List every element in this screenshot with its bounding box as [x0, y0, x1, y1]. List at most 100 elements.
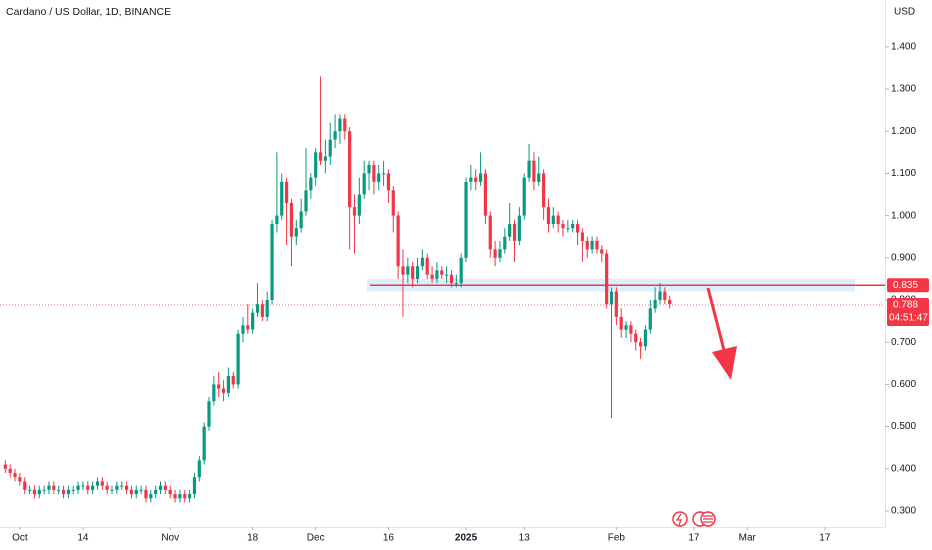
candle-body	[522, 177, 526, 216]
x-tick-label: Oct	[12, 533, 28, 544]
last-price-axis-label: 0.788 04:51:47	[887, 298, 929, 327]
x-tick-label: Dec	[307, 533, 325, 544]
candle-body	[488, 215, 492, 250]
candle-body	[197, 460, 201, 478]
candle-body	[449, 274, 454, 284]
candle-body	[299, 211, 303, 229]
candle-body	[91, 485, 95, 490]
candle-body	[474, 177, 478, 182]
candle-body	[8, 468, 12, 473]
candle-body	[663, 291, 667, 300]
candle-body	[318, 152, 323, 161]
candle-body	[357, 194, 361, 216]
candle-body	[76, 485, 80, 490]
candle-body	[352, 207, 357, 216]
forecast-arrow	[706, 287, 737, 380]
candle-body	[284, 181, 289, 203]
x-tick-label: 16	[383, 533, 395, 544]
candle-body	[381, 173, 386, 175]
x-tick-label: 2025	[455, 533, 478, 544]
x-tick-label: Feb	[608, 533, 626, 544]
candle-body	[231, 375, 235, 385]
candle-body	[314, 152, 318, 178]
y-tick-label: 0.700	[891, 337, 916, 348]
candle-body	[585, 240, 589, 250]
candle-body	[590, 240, 594, 250]
candle-body	[537, 173, 541, 182]
candle-body	[280, 181, 284, 216]
candle-body	[493, 249, 497, 258]
candle-body	[241, 325, 245, 334]
candle-body	[226, 375, 231, 393]
candle-body	[512, 224, 517, 241]
candle-body	[377, 173, 381, 182]
candle-body	[154, 489, 158, 495]
candle-body	[115, 485, 119, 490]
candle-body	[3, 464, 7, 469]
candle-body	[328, 139, 332, 157]
candle-body	[343, 118, 347, 132]
candle-body	[624, 325, 628, 330]
candle-body	[163, 485, 167, 490]
candle-body	[415, 266, 420, 279]
candle-body	[546, 207, 551, 225]
candle-body	[348, 131, 352, 208]
candle-body	[192, 477, 197, 495]
y-tick-label: 1.400	[891, 41, 916, 52]
candle-body	[532, 160, 536, 182]
y-tick-label: 0.300	[891, 506, 916, 517]
level-axis-label: 0.835	[887, 278, 929, 293]
candle-body	[653, 299, 657, 309]
candle-body	[609, 291, 614, 305]
y-tick-label: 1.100	[891, 168, 916, 179]
candle-body	[411, 266, 415, 279]
candle-body	[643, 329, 648, 347]
candle-body	[168, 489, 172, 495]
candle-body	[425, 257, 429, 275]
candle-body	[66, 489, 70, 495]
candle-body	[527, 160, 531, 178]
candle-body	[323, 156, 327, 161]
candle-body	[95, 481, 100, 486]
candle-body	[32, 489, 37, 495]
candle-body	[396, 215, 400, 267]
candle-body	[498, 249, 502, 258]
candle-body	[386, 173, 391, 191]
candle-body	[571, 224, 575, 229]
last-price-label: 0.788	[893, 300, 918, 311]
candle-body	[391, 190, 395, 216]
candle-body	[542, 173, 546, 208]
candle-body	[139, 489, 143, 491]
candle-body	[420, 257, 424, 267]
candle-body	[255, 304, 260, 313]
candle-body	[202, 426, 206, 461]
candle-body	[503, 236, 507, 250]
candle-body	[668, 299, 672, 305]
candle-body	[110, 489, 114, 491]
x-tick-label: 14	[77, 533, 89, 544]
candle-body	[561, 224, 565, 229]
candle-body	[401, 266, 405, 275]
candle-body	[605, 253, 609, 305]
x-tick-label: 13	[519, 533, 531, 544]
candle-body	[270, 224, 274, 300]
candle-body	[217, 384, 221, 389]
candle-body	[61, 489, 66, 495]
candle-body	[469, 177, 473, 182]
candle-body	[42, 489, 46, 491]
candle-body	[173, 494, 177, 499]
candle-body	[289, 202, 294, 237]
y-tick-label: 0.600	[891, 379, 916, 390]
event-icons[interactable]	[672, 511, 716, 527]
candle-body	[367, 164, 371, 174]
chart-title: Cardano / US Dollar, 1D, BINANCE	[6, 6, 171, 18]
candle-body	[207, 401, 211, 427]
candle-body	[309, 177, 313, 191]
candle-body	[629, 325, 633, 334]
candle-body	[638, 342, 643, 347]
candle-body	[478, 173, 483, 182]
candle-body	[600, 249, 604, 254]
candle-body	[23, 481, 27, 490]
last-price-box	[887, 298, 929, 327]
